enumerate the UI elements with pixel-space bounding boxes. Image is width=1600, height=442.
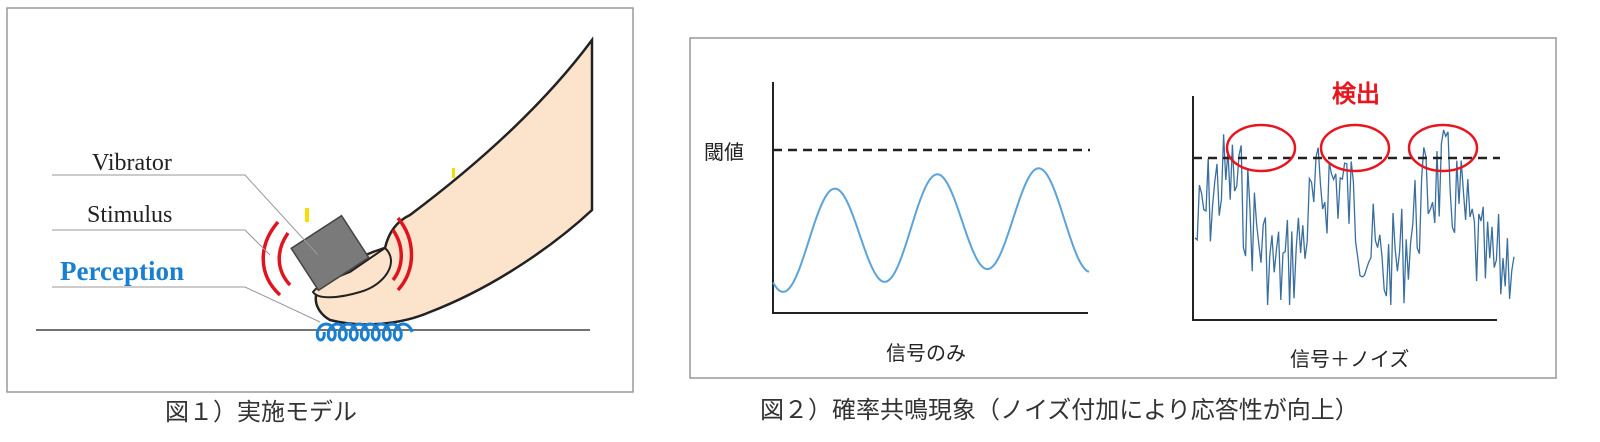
leader-lines: [52, 174, 321, 323]
detection-label: 検出: [1332, 80, 1380, 108]
yellow-mark: [305, 208, 309, 222]
vibrator-block: [290, 214, 370, 292]
vibrator-label: Vibrator: [92, 150, 172, 176]
right-panel: 検出 信号＋ノイズ: [1192, 80, 1515, 371]
stimulus-label: Stimulus: [87, 202, 172, 228]
right-panel-label: 信号＋ノイズ: [1290, 347, 1409, 371]
left-panel-label: 信号のみ: [886, 341, 966, 365]
yellow-mark: [452, 168, 455, 178]
left-axes: [772, 82, 1088, 314]
figure2-caption: 図２）確率共鳴現象（ノイズ付加により応答性が向上）: [760, 396, 1359, 424]
threshold-label: 閾値: [704, 140, 744, 164]
stimulus-waves-icon: [261, 216, 414, 297]
figure1: Vibrator Stimulus Perception 図１）実施モデル: [6, 7, 634, 426]
figure1-caption: 図１）実施モデル: [165, 398, 357, 426]
perception-wave-icon: [315, 322, 414, 342]
detection-circle: [1319, 123, 1391, 173]
perception-label: Perception: [60, 256, 184, 286]
noisy-signal-curve: [1194, 129, 1515, 306]
figure2: 閾値 信号のみ 検出 信号＋ノイズ 図２）確率共鳴現象（ノイズ付加により応答性が…: [689, 37, 1557, 424]
detection-circle: [1407, 123, 1479, 173]
right-axes: [1192, 96, 1497, 321]
figure1-frame: [6, 7, 634, 393]
signal-curve: [772, 167, 1090, 293]
left-panel: 閾値 信号のみ: [704, 82, 1090, 365]
detection-circle: [1225, 123, 1297, 173]
figure2-frame: [689, 37, 1557, 379]
